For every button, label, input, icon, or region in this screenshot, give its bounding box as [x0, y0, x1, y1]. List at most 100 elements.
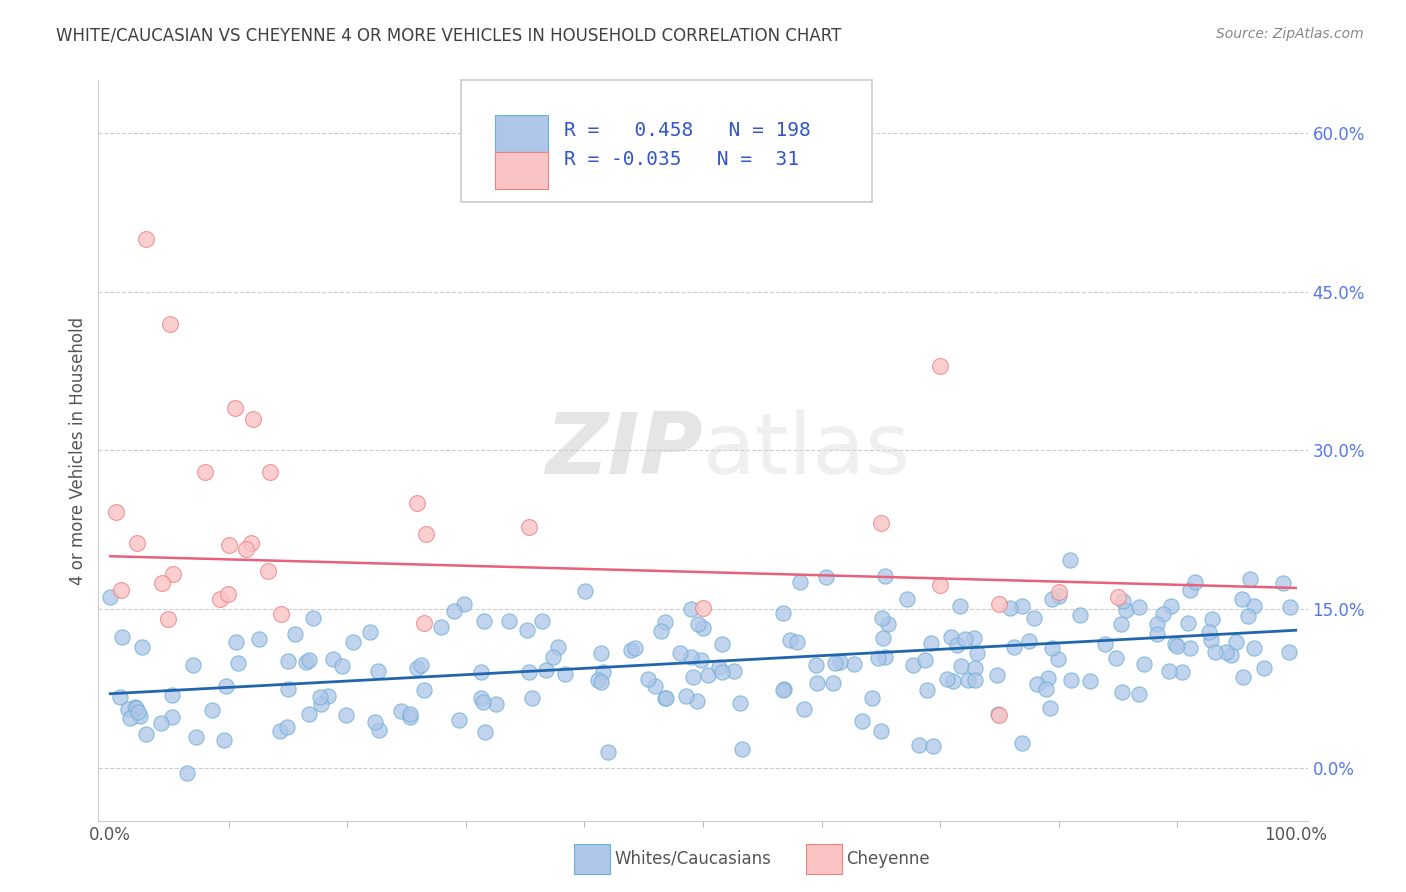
Point [104, 505, 127, 519]
Point [1111, 684, 1133, 698]
Point [1164, 637, 1187, 651]
Point [789, 575, 811, 590]
Point [920, 636, 942, 650]
Point [127, 705, 149, 719]
Point [1024, 611, 1046, 625]
Point [318, 689, 340, 703]
Point [723, 664, 745, 678]
Point [824, 657, 846, 671]
Point [591, 674, 613, 689]
Point [298, 706, 321, 721]
FancyBboxPatch shape [495, 152, 548, 189]
Point [1237, 609, 1260, 624]
Point [917, 682, 939, 697]
Point [877, 617, 900, 632]
Point [128, 708, 150, 723]
Point [1011, 599, 1033, 614]
Point [1109, 616, 1132, 631]
Point [184, 730, 207, 744]
Point [498, 614, 520, 628]
Point [806, 676, 828, 690]
Y-axis label: 4 or more Vehicles in Household: 4 or more Vehicles in Household [69, 317, 87, 584]
Point [1232, 669, 1254, 683]
Point [110, 690, 132, 705]
Point [1059, 553, 1081, 567]
Point [772, 683, 794, 698]
Point [998, 600, 1021, 615]
Point [212, 733, 235, 747]
Point [731, 742, 754, 756]
Point [896, 591, 918, 606]
Point [707, 659, 730, 673]
Point [309, 690, 332, 704]
Point [1047, 652, 1070, 666]
Point [637, 672, 659, 686]
Point [1115, 602, 1137, 616]
Point [1094, 637, 1116, 651]
Point [298, 653, 321, 667]
Point [1253, 660, 1275, 674]
Point [149, 716, 172, 731]
Point [449, 713, 471, 727]
Point [1170, 665, 1192, 680]
Point [406, 661, 429, 675]
Point [135, 232, 157, 246]
Point [359, 624, 381, 639]
Point [259, 465, 281, 479]
Point [1178, 641, 1201, 656]
Point [485, 697, 508, 711]
Point [772, 606, 794, 620]
Point [157, 612, 180, 626]
Point [1152, 607, 1174, 622]
Point [962, 631, 984, 645]
Point [1230, 591, 1253, 606]
Point [534, 664, 557, 678]
Point [1018, 634, 1040, 648]
Point [176, 766, 198, 780]
Point [302, 611, 325, 625]
Point [270, 607, 292, 621]
Point [284, 627, 307, 641]
Point [873, 649, 896, 664]
Point [1157, 665, 1180, 679]
Point [987, 707, 1010, 722]
Point [1105, 651, 1128, 665]
Point [519, 665, 541, 680]
Point [598, 745, 620, 759]
Point [806, 658, 828, 673]
Point [367, 665, 389, 679]
Point [364, 714, 387, 729]
Point [226, 656, 249, 670]
Point [828, 655, 851, 669]
Point [872, 631, 894, 645]
Point [1112, 593, 1135, 607]
Point [965, 661, 987, 675]
Point [1039, 701, 1062, 715]
Point [1160, 599, 1182, 613]
Point [1166, 640, 1188, 654]
Point [194, 465, 217, 479]
Point [1036, 671, 1059, 685]
Point [415, 527, 437, 541]
Point [181, 657, 204, 672]
Point [914, 652, 936, 666]
Point [406, 496, 429, 510]
Point [696, 667, 718, 681]
Point [942, 674, 965, 689]
Point [470, 690, 492, 705]
Point [218, 538, 240, 552]
Point [591, 646, 613, 660]
Text: atlas: atlas [703, 409, 911, 492]
Point [1078, 674, 1101, 689]
Point [470, 665, 492, 679]
Point [131, 640, 153, 655]
Point [1279, 599, 1302, 614]
Point [160, 688, 183, 702]
Point [322, 652, 344, 666]
Point [111, 630, 134, 644]
Point [100, 590, 122, 604]
Point [873, 568, 896, 582]
Text: WHITE/CAUCASIAN VS CHEYENNE 4 OR MORE VEHICLES IN HOUSEHOLD CORRELATION CHART: WHITE/CAUCASIAN VS CHEYENNE 4 OR MORE VE… [56, 27, 842, 45]
Point [135, 727, 157, 741]
Point [277, 682, 299, 697]
